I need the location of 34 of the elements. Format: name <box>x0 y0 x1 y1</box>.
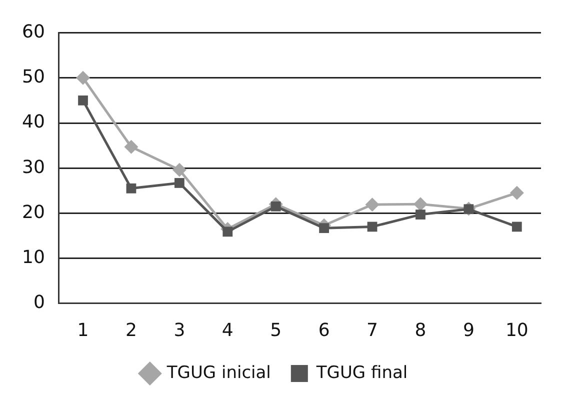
point <box>172 162 186 177</box>
point <box>413 197 428 212</box>
x-tick-label: 4 <box>222 320 234 341</box>
point <box>270 201 281 212</box>
point <box>222 226 233 237</box>
point <box>365 198 380 212</box>
x-tick-label: 6 <box>318 320 330 341</box>
point <box>174 178 184 188</box>
point <box>126 183 136 194</box>
x-tick-label: 9 <box>462 320 474 341</box>
point <box>76 70 90 85</box>
legend-label: TGUG final <box>315 362 408 383</box>
x-tick-label: 7 <box>366 320 378 341</box>
y-tick-label: 0 <box>33 292 45 314</box>
y-tick-label: 40 <box>22 112 45 133</box>
x-tick-label: 1 <box>77 320 89 341</box>
point <box>124 140 138 154</box>
x-tick-label: 5 <box>270 320 282 341</box>
point <box>512 222 522 232</box>
y-tick-label: 30 <box>22 156 45 178</box>
point <box>510 186 524 200</box>
y-tick-label: 20 <box>22 202 45 223</box>
point <box>319 223 330 234</box>
point <box>367 222 378 232</box>
x-tick-label: 2 <box>125 320 137 341</box>
x-tick-label: 3 <box>174 320 186 341</box>
x-tick-label: 8 <box>414 320 426 341</box>
y-tick-label: 50 <box>22 66 45 88</box>
legend-label: TGUG inicial <box>166 362 271 383</box>
x-tick-label: 10 <box>505 320 528 341</box>
point <box>416 210 426 220</box>
point <box>78 96 88 106</box>
y-tick-label: 10 <box>22 246 45 268</box>
y-tick-label: 60 <box>22 21 45 42</box>
